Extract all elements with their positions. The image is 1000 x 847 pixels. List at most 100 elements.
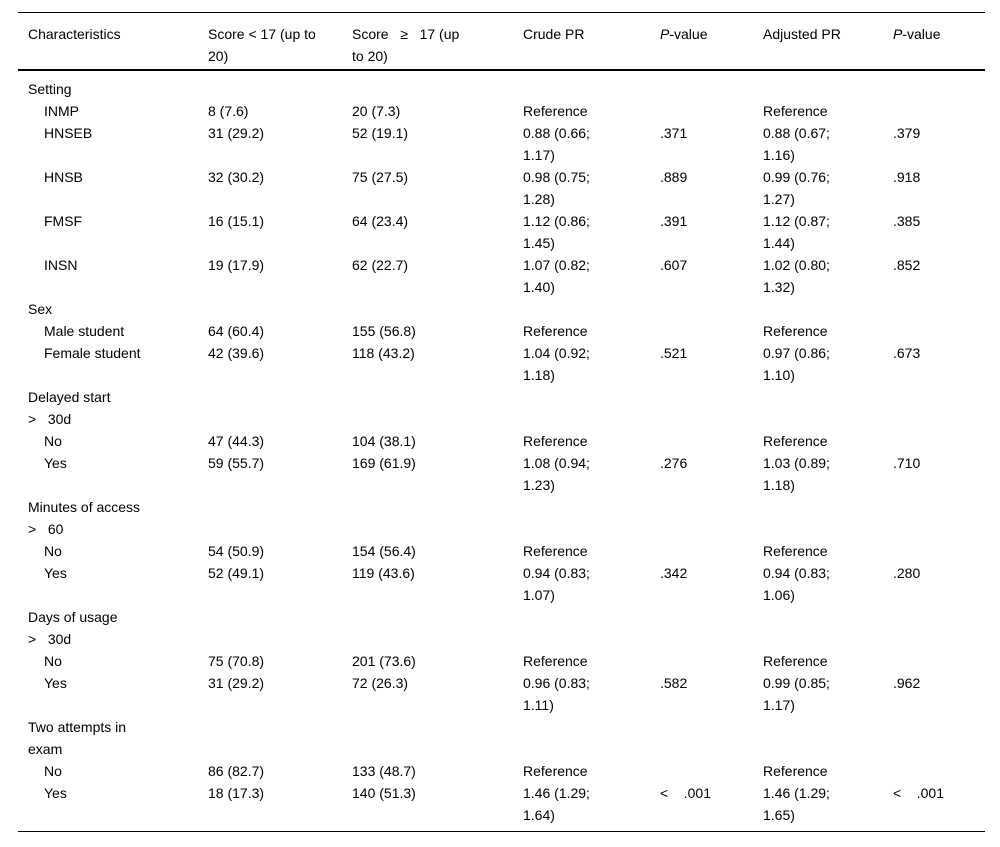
row-label: Yes xyxy=(44,455,67,471)
cell-crude-p-value: .521 xyxy=(660,345,688,361)
cell-crude-p-value: .582 xyxy=(660,675,688,691)
row-label: FMSF xyxy=(44,213,83,229)
cell-crude-pr: 1.12 (0.86; 1.45) xyxy=(523,213,590,251)
cell-crude-pr xyxy=(523,606,660,650)
statistics-table: Characteristics Score < 17 (up to 20) Sc… xyxy=(18,12,985,832)
row-label: No xyxy=(44,543,62,559)
cell-crude-p-value: .342 xyxy=(660,565,688,581)
row-label: INSN xyxy=(44,257,78,273)
cell-crude-p-value xyxy=(660,650,763,672)
row-label: INMP xyxy=(44,103,79,119)
cell-score-lt-17: 47 (44.3) xyxy=(208,433,265,449)
cell-score-lt-17: 42 (39.6) xyxy=(208,345,265,361)
cell-crude-p-value: .391 xyxy=(660,213,688,229)
cell-score-ge-17 xyxy=(352,298,523,320)
cell-adjusted-p-value xyxy=(893,606,985,650)
cell-adjusted-pr xyxy=(763,386,893,430)
p-value-rest: -value xyxy=(902,26,941,42)
cell-score-lt-17: 75 (70.8) xyxy=(208,653,265,669)
cell-crude-pr xyxy=(523,386,660,430)
cell-score-ge-17: 104 (38.1) xyxy=(352,433,416,449)
cell-adjusted-p-value: .385 xyxy=(893,213,921,229)
cell-adjusted-p-value: .962 xyxy=(893,675,921,691)
cell-crude-p-value xyxy=(660,716,763,760)
section-label: Minutes of access > 60 xyxy=(28,499,141,537)
cell-adjusted-pr xyxy=(763,716,893,760)
cell-crude-p-value xyxy=(660,430,763,452)
cell-crude-p-value: .889 xyxy=(660,169,688,185)
cell-adjusted-pr: 0.99 (0.76; 1.27) xyxy=(763,169,830,207)
cell-crude-p-value xyxy=(660,540,763,562)
cell-crude-p-value xyxy=(660,70,763,100)
p-value-rest: -value xyxy=(669,26,708,42)
header-row: Characteristics Score < 17 (up to 20) Sc… xyxy=(18,13,985,70)
cell-adjusted-p-value xyxy=(893,320,985,342)
cell-adjusted-pr: Reference xyxy=(763,103,828,119)
cell-adjusted-pr: Reference xyxy=(763,543,828,559)
cell-adjusted-pr: 1.03 (0.89; 1.18) xyxy=(763,455,830,493)
cell-score-ge-17: 52 (19.1) xyxy=(352,125,409,141)
col-header-crude-pr: Crude PR xyxy=(523,26,585,42)
cell-score-lt-17: 54 (50.9) xyxy=(208,543,265,559)
cell-adjusted-p-value xyxy=(893,650,985,672)
table-row: HNSEB 31 (29.2) 52 (19.1) 0.88 (0.66; 1.17)… xyxy=(18,122,985,166)
cell-adjusted-pr: 0.99 (0.85; 1.17) xyxy=(763,675,830,713)
cell-score-ge-17 xyxy=(352,70,523,100)
table-header: Characteristics Score < 17 (up to 20) Sc… xyxy=(18,13,985,70)
col-header-characteristics: Characteristics xyxy=(28,26,121,42)
cell-crude-p-value: .607 xyxy=(660,257,688,273)
col-header-score-lt-17: Score < 17 (up to 20) xyxy=(208,26,316,64)
section-row: Two attempts in exam xyxy=(18,716,985,760)
cell-adjusted-p-value: .379 xyxy=(893,125,921,141)
cell-adjusted-p-value xyxy=(893,70,985,100)
cell-score-ge-17: 201 (73.6) xyxy=(352,653,416,669)
cell-adjusted-p-value: < .001 xyxy=(893,785,944,801)
cell-score-ge-17: 154 (56.4) xyxy=(352,543,416,559)
cell-score-lt-17: 32 (30.2) xyxy=(208,169,265,185)
cell-crude-pr: Reference xyxy=(523,433,588,449)
row-label: HNSEB xyxy=(44,125,93,141)
cell-crude-p-value xyxy=(660,606,763,650)
cell-adjusted-p-value: .918 xyxy=(893,169,921,185)
cell-crude-pr: Reference xyxy=(523,323,588,339)
cell-crude-pr: 0.88 (0.66; 1.17) xyxy=(523,125,590,163)
cell-crude-pr xyxy=(523,298,660,320)
cell-adjusted-pr xyxy=(763,496,893,540)
row-label: No xyxy=(44,763,62,779)
cell-crude-pr: 1.08 (0.94; 1.23) xyxy=(523,455,590,493)
cell-adjusted-pr: 1.12 (0.87; 1.44) xyxy=(763,213,830,251)
cell-crude-p-value xyxy=(660,298,763,320)
cell-score-ge-17 xyxy=(352,496,523,540)
cell-adjusted-pr xyxy=(763,298,893,320)
cell-adjusted-pr: Reference xyxy=(763,763,828,779)
cell-crude-p-value xyxy=(660,496,763,540)
row-label: Yes xyxy=(44,785,67,801)
cell-score-lt-17: 19 (17.9) xyxy=(208,257,265,273)
table-row: Yes 18 (17.3) 140 (51.3) 1.46 (1.29; 1.64) <… xyxy=(18,782,985,832)
col-header-adjusted-pr: Adjusted PR xyxy=(763,26,841,42)
section-row: Days of usage > 30d xyxy=(18,606,985,650)
table-row: No 75 (70.8) 201 (73.6) Reference Reference xyxy=(18,650,985,672)
cell-adjusted-p-value xyxy=(893,430,985,452)
table-row: Male student 64 (60.4) 155 (56.8) Reference… xyxy=(18,320,985,342)
table-row: No 54 (50.9) 154 (56.4) Reference Reference xyxy=(18,540,985,562)
cell-crude-p-value: < .001 xyxy=(660,785,711,801)
cell-adjusted-p-value xyxy=(893,298,985,320)
cell-score-lt-17: 31 (29.2) xyxy=(208,675,265,691)
cell-score-ge-17: 62 (22.7) xyxy=(352,257,409,273)
cell-crude-pr: 0.96 (0.83; 1.11) xyxy=(523,675,590,713)
cell-adjusted-p-value: .710 xyxy=(893,455,921,471)
cell-crude-pr: 0.94 (0.83; 1.07) xyxy=(523,565,590,603)
cell-crude-pr: 1.07 (0.82; 1.40) xyxy=(523,257,590,295)
table-row: HNSB 32 (30.2) 75 (27.5) 0.98 (0.75; 1.28).… xyxy=(18,166,985,210)
cell-adjusted-p-value: .280 xyxy=(893,565,921,581)
section-row: Minutes of access > 60 xyxy=(18,496,985,540)
cell-crude-p-value xyxy=(660,320,763,342)
cell-crude-p-value xyxy=(660,760,763,782)
cell-crude-pr xyxy=(523,70,660,100)
cell-score-ge-17: 75 (27.5) xyxy=(352,169,409,185)
cell-score-lt-17: 52 (49.1) xyxy=(208,565,265,581)
cell-score-lt-17: 86 (82.7) xyxy=(208,763,265,779)
cell-score-lt-17: 64 (60.4) xyxy=(208,323,265,339)
section-row: Delayed start > 30d xyxy=(18,386,985,430)
